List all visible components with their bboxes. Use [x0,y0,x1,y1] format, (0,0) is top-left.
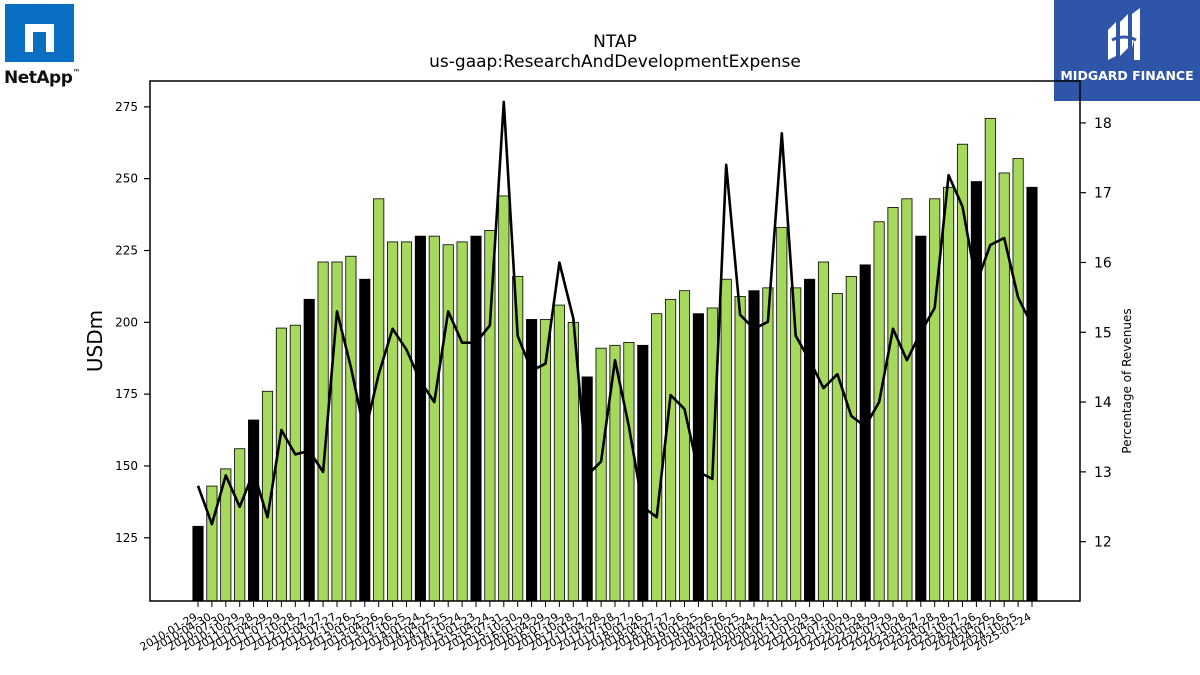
y2-tick-label-18: 18 [1094,116,1112,132]
y-tick-label-150: 150 [115,459,138,473]
bar-2021-07-30 [831,293,843,602]
y2-axis-label: Percentage of Revenues [1120,308,1134,453]
bar-2022-04-29 [873,221,885,602]
bar-2019-10-25 [734,296,746,602]
bar-2014-10-24 [456,241,468,602]
bar-2017-04-28 [595,347,607,602]
bar-2025-01-24 [1026,186,1038,602]
bar-2014-07-25 [442,244,454,602]
bar-2017-10-27 [623,342,635,602]
netapp-wordmark: NetApp [4,68,73,88]
bar-2024-10-25 [1012,158,1024,602]
y2-tick-label-13: 13 [1094,465,1112,481]
y-tick-label-125: 125 [115,531,138,545]
y2-tick-label-14: 14 [1094,395,1112,411]
midgard-finance-mark-icon [1108,8,1140,60]
y2-tick-label-16: 16 [1094,255,1112,271]
bar-2021-01-29 [804,278,816,602]
netapp-logo-mark-icon [5,4,74,62]
bar-2023-07-28 [943,186,955,602]
midgard-finance-logo: MIDGARD FINANCE [1054,0,1200,101]
bar-2013-01-25 [359,278,371,602]
y2-tick-label-15: 15 [1094,325,1112,341]
y2-tick-label-17: 17 [1094,186,1112,202]
bar-2024-01-26 [970,181,982,602]
bar-2016-07-29 [553,304,565,602]
bar-2018-07-27 [665,298,677,602]
y-tick-label-250: 250 [115,172,138,186]
bar-2018-10-26 [678,290,691,602]
bar-2017-01-27 [581,376,593,602]
bar-2011-10-28 [289,324,301,602]
y-tick-label-200: 200 [115,315,138,329]
bar-2022-10-28 [901,198,913,602]
bar-2011-07-29 [275,327,287,602]
y-tick-label-225: 225 [115,244,138,258]
bar-2022-07-29 [887,207,899,602]
bar-2010-01-29 [192,525,204,602]
bar-2020-07-31 [776,227,788,602]
netapp-trademark: ™ [72,68,80,77]
bar-2010-10-29 [234,448,246,602]
bar-2024-04-26 [984,117,996,602]
bar-2013-10-25 [400,241,413,602]
bar-2022-01-28 [859,264,871,602]
bar-2014-04-25 [428,235,440,602]
bar-2020-04-24 [762,287,774,602]
bar-2015-07-31 [498,195,510,602]
bar-2023-04-28 [929,198,941,602]
bar-2015-01-23 [470,235,482,602]
bar-2013-07-26 [387,241,399,602]
bar-2023-01-27 [915,235,927,602]
pct-revenue-line [196,100,1034,526]
bar-2021-10-29 [845,275,857,602]
bar-2010-04-30 [206,485,218,602]
midgard-finance-wordmark: MIDGARD FINANCE [1060,68,1194,83]
bar-2019-07-26 [720,278,732,602]
y-axis-label: USDm [83,310,107,372]
chart-title: NTAP [593,32,637,52]
chart-subtitle: us-gaap:ResearchAndDevelopmentExpense [429,52,801,72]
bar-2012-10-26 [345,255,357,602]
bar-2018-04-27 [651,313,663,602]
bar-2020-01-24 [748,290,760,602]
netapp-logo: NetApp™ [0,0,90,96]
y-tick-label-175: 175 [115,387,138,401]
netapp-logo-text: NetApp™ [4,68,80,88]
y-tick-label-275: 275 [115,100,138,114]
bar-2018-01-26 [637,344,649,602]
bar-2014-01-24 [414,235,426,602]
y2-tick-label-12: 12 [1094,535,1112,551]
bar-2011-01-28 [248,419,260,602]
bar-2021-04-30 [817,261,830,602]
bar-2013-04-26 [373,198,385,602]
